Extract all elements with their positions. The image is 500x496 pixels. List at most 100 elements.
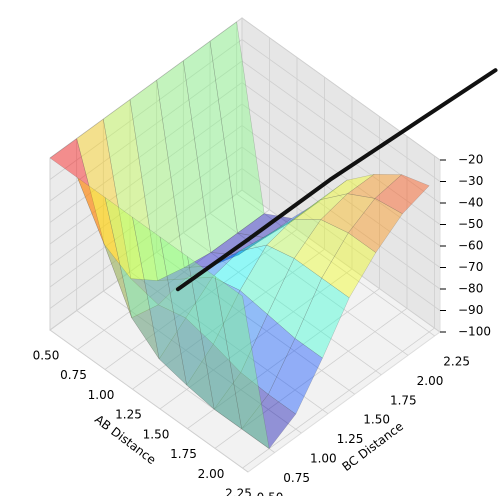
overlay	[175, 68, 498, 292]
tick-label: −90	[458, 303, 483, 317]
grid-line	[241, 103, 441, 247]
grid-line	[49, 60, 243, 202]
surface-facet	[264, 201, 320, 238]
tick-label: −60	[458, 239, 483, 253]
surface-facet	[292, 180, 347, 222]
tick-label: 1.25	[337, 432, 364, 446]
grid-line	[241, 189, 441, 333]
surface-facet	[319, 174, 375, 201]
grid-line	[129, 271, 329, 414]
grid-line	[241, 17, 441, 161]
tick-label: 1.75	[170, 447, 197, 461]
surface-facet	[159, 236, 215, 410]
surface-facet	[131, 304, 187, 360]
surface-facet	[238, 220, 293, 256]
surface-facet	[76, 176, 132, 318]
surface-facet	[214, 275, 270, 450]
tick-label: 1.00	[88, 388, 115, 402]
surface-facet	[265, 199, 321, 237]
tick-label: 1.50	[143, 427, 170, 441]
surface-facet	[240, 313, 296, 395]
tick-label: 2.00	[417, 374, 444, 388]
tick-label: 1.75	[390, 393, 417, 407]
tick-label: −30	[458, 174, 483, 188]
grid-line	[241, 60, 441, 204]
grid-line	[49, 103, 243, 245]
surface-facet	[239, 244, 295, 315]
tick-label: 2.25	[225, 487, 252, 496]
surface-facet	[104, 196, 160, 360]
trajectory	[175, 68, 498, 292]
surface	[49, 21, 430, 450]
surface-facet	[267, 338, 323, 415]
tick-label: 2.00	[198, 467, 225, 481]
surface-facet	[267, 258, 323, 339]
surface-facet	[241, 394, 297, 449]
surface-facet	[346, 174, 403, 199]
tick-label: −20	[458, 153, 483, 167]
grid-line	[49, 329, 249, 473]
surface-facet	[212, 289, 268, 373]
surface-facet	[157, 276, 213, 319]
tick-label: −100	[458, 325, 491, 339]
surface-facet	[129, 79, 185, 281]
tick-label: 0.50	[257, 491, 284, 496]
tick-label: 1.00	[310, 452, 337, 466]
surface-facet	[374, 174, 430, 215]
surface-facet	[186, 343, 242, 410]
grid-line	[236, 193, 435, 337]
grid-line	[183, 232, 382, 376]
surface-facet	[156, 60, 212, 268]
surface-facet	[103, 244, 159, 319]
surface-facet	[347, 198, 403, 253]
surface-facet	[321, 232, 377, 299]
surface-facet	[212, 244, 268, 291]
surface-facet	[158, 317, 214, 386]
grid-line	[241, 39, 441, 182]
surface-facet	[294, 277, 350, 359]
tick-label: 0.75	[60, 368, 87, 382]
grid-line	[76, 310, 275, 453]
tick-label: 1.50	[363, 413, 390, 427]
surface-facet	[132, 216, 188, 386]
grid-line	[241, 168, 441, 311]
surface-facet	[76, 118, 132, 279]
surface-facet	[130, 278, 186, 306]
surface-facet	[185, 276, 241, 345]
surface-facet	[209, 21, 265, 234]
grid-line	[49, 125, 243, 266]
grid-line	[156, 251, 355, 395]
grid-line	[241, 82, 441, 225]
grid-line	[49, 17, 243, 159]
grid-line	[49, 146, 243, 288]
surface-facet	[320, 193, 376, 234]
grid-line	[209, 213, 409, 356]
surface-facet	[103, 99, 158, 281]
y-axis-title: BC Distance	[339, 419, 405, 474]
tick-label: 1.25	[115, 408, 142, 422]
tick-label: −80	[458, 282, 483, 296]
surface-facet	[293, 219, 349, 279]
surface-facet	[239, 218, 294, 252]
surface-facet	[211, 235, 266, 267]
grid-line	[241, 146, 441, 290]
grid-line	[49, 39, 243, 180]
surface-facet	[49, 138, 105, 245]
surface-facet	[183, 40, 238, 253]
tick-label: −40	[458, 196, 483, 210]
tick-label: −50	[458, 217, 483, 231]
tick-label: 0.75	[283, 471, 310, 485]
surface-facet	[292, 193, 349, 220]
grid-line	[49, 189, 243, 331]
surface-facet	[213, 372, 269, 430]
surface-facet	[266, 218, 322, 259]
grid-line	[49, 82, 243, 223]
grid-line	[103, 290, 302, 434]
grid-line	[49, 168, 243, 309]
tick-label: 0.50	[33, 349, 60, 363]
grid-line	[241, 125, 441, 268]
tick-label: −70	[458, 260, 483, 274]
grid	[49, 17, 446, 473]
tick-label: 2.25	[443, 354, 470, 368]
